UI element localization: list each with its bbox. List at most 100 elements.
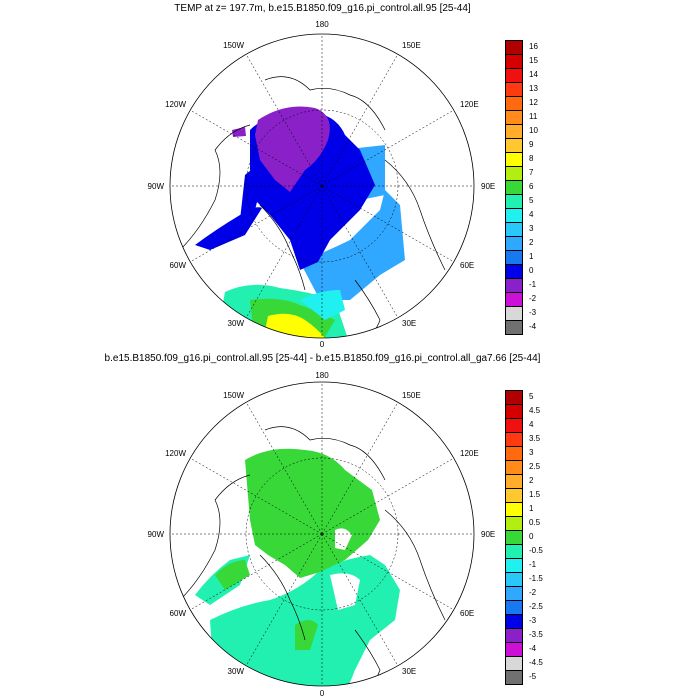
colorbar-label: -1 xyxy=(529,280,537,289)
colorbar-label: 1.5 xyxy=(529,490,541,499)
top-lon-label: 90W xyxy=(148,182,165,191)
colorbar-label: 7 xyxy=(529,168,534,177)
colorbar-label: -2 xyxy=(529,294,537,303)
top-lon-label: 60E xyxy=(460,261,474,270)
colorbar-swatch xyxy=(505,208,523,223)
bottom-longitude-labels: 180 150E 120E 90E 60E 30E 0 30W 60W 90W … xyxy=(148,371,496,698)
top-map-fields xyxy=(179,76,446,338)
colorbar-swatch xyxy=(505,432,523,447)
top-lon-label: 120E xyxy=(460,100,479,109)
colorbar-swatch xyxy=(505,306,523,321)
bottom-map-fields xyxy=(179,426,446,686)
bottom-lon-label: 120W xyxy=(165,449,186,458)
bottom-lon-label: 0 xyxy=(320,689,325,698)
bottom-lon-label: 150E xyxy=(402,391,421,400)
colorbar-swatch xyxy=(505,250,523,265)
colorbar-swatch xyxy=(505,614,523,629)
colorbar-label: 2 xyxy=(529,238,534,247)
colorbar-label: 4 xyxy=(529,420,534,429)
top-lon-label: 120W xyxy=(165,100,186,109)
top-lon-label: 0 xyxy=(320,340,325,349)
colorbar-swatch xyxy=(505,418,523,433)
colorbar-swatch xyxy=(505,180,523,195)
bottom-lon-label: 60W xyxy=(170,609,187,618)
bottom-graticule xyxy=(170,382,474,686)
colorbar-swatch xyxy=(505,530,523,545)
colorbar-swatch xyxy=(505,138,523,153)
colorbar-label: 5 xyxy=(529,196,534,205)
colorbar-swatch xyxy=(505,124,523,139)
colorbar-swatch xyxy=(505,194,523,209)
top-lon-label: 150W xyxy=(223,41,244,50)
colorbar-swatch xyxy=(505,558,523,573)
top-longitude-labels: 180 150E 120E 90E 60E 30E 0 30W 60W 90W … xyxy=(148,20,496,349)
colorbar-label: 3 xyxy=(529,448,534,457)
colorbar-label: -1 xyxy=(529,560,537,569)
colorbar-swatch xyxy=(505,96,523,111)
colorbar-label: -0.5 xyxy=(529,546,543,555)
colorbar-swatch xyxy=(505,152,523,167)
colorbar-swatch xyxy=(505,586,523,601)
bottom-lon-label: 90E xyxy=(481,530,495,539)
colorbar-label: 0 xyxy=(529,532,534,541)
colorbar-label: 2.5 xyxy=(529,462,541,471)
colorbar-label: -5 xyxy=(529,672,537,681)
colorbar-label: -3 xyxy=(529,308,537,317)
colorbar-swatch xyxy=(505,264,523,279)
colorbar-swatch xyxy=(505,642,523,657)
bottom-lon-label: 60E xyxy=(460,609,474,618)
colorbar-label: 1 xyxy=(529,504,534,513)
colorbar-swatch xyxy=(505,600,523,615)
colorbar-label: 4 xyxy=(529,210,534,219)
colorbar-swatch xyxy=(505,502,523,517)
top-polar-map: 180 150E 120E 90E 60E 30E 0 30W 60W 90W … xyxy=(148,20,496,349)
bottom-lon-label: 150W xyxy=(223,391,244,400)
colorbar-label: 3.5 xyxy=(529,434,541,443)
bottom-panel-title: b.e15.B1850.f09_g16.pi_control.all.95 [2… xyxy=(104,353,541,364)
colorbar-swatch xyxy=(505,54,523,69)
bottom-lon-label: 30W xyxy=(228,667,245,676)
top-lon-label: 60W xyxy=(170,261,187,270)
colorbar-label: 1 xyxy=(529,252,534,261)
colorbar-label: 4.5 xyxy=(529,406,541,415)
top-lon-label: 150E xyxy=(402,41,421,50)
colorbar-swatch xyxy=(505,292,523,307)
colorbar-swatch xyxy=(505,572,523,587)
colorbar-swatch xyxy=(505,474,523,489)
colorbar-label: -1.5 xyxy=(529,574,543,583)
colorbar-label: -2.5 xyxy=(529,602,543,611)
colorbar-swatch xyxy=(505,516,523,531)
colorbar-swatch xyxy=(505,110,523,125)
colorbar-label: 5 xyxy=(529,392,534,401)
colorbar-label: 14 xyxy=(529,70,538,79)
colorbar-swatch xyxy=(505,488,523,503)
colorbar-swatch xyxy=(505,460,523,475)
colorbar-label: 12 xyxy=(529,98,538,107)
top-lon-label: 180 xyxy=(315,20,329,29)
colorbar-label: 13 xyxy=(529,84,538,93)
colorbar-label: -3.5 xyxy=(529,630,543,639)
colorbar-swatch xyxy=(505,278,523,293)
bottom-lon-label: 180 xyxy=(315,371,329,380)
colorbar-swatch xyxy=(505,446,523,461)
top-map-boundary xyxy=(169,33,475,339)
colorbar-swatch xyxy=(505,670,523,685)
top-panel-title: TEMP at z= 197.7m, b.e15.B1850.f09_g16.p… xyxy=(174,3,471,14)
colorbar-swatch xyxy=(505,628,523,643)
colorbar-label: 3 xyxy=(529,224,534,233)
colorbar-label: 10 xyxy=(529,126,538,135)
colorbar-label: -3 xyxy=(529,616,537,625)
colorbar-label: 11 xyxy=(529,112,538,121)
colorbar-label: 0.5 xyxy=(529,518,541,527)
colorbar-swatch xyxy=(505,656,523,671)
colorbar-swatch xyxy=(505,390,523,405)
colorbar-swatch xyxy=(505,166,523,181)
colorbar-label: 16 xyxy=(529,42,538,51)
colorbar-label: 8 xyxy=(529,154,534,163)
colorbar-swatch xyxy=(505,236,523,251)
top-lon-label: 30W xyxy=(228,319,245,328)
bottom-lon-label: 30E xyxy=(402,667,416,676)
colorbar-label: -4.5 xyxy=(529,658,543,667)
colorbar-label: -4 xyxy=(529,644,537,653)
colorbar-swatch xyxy=(505,82,523,97)
